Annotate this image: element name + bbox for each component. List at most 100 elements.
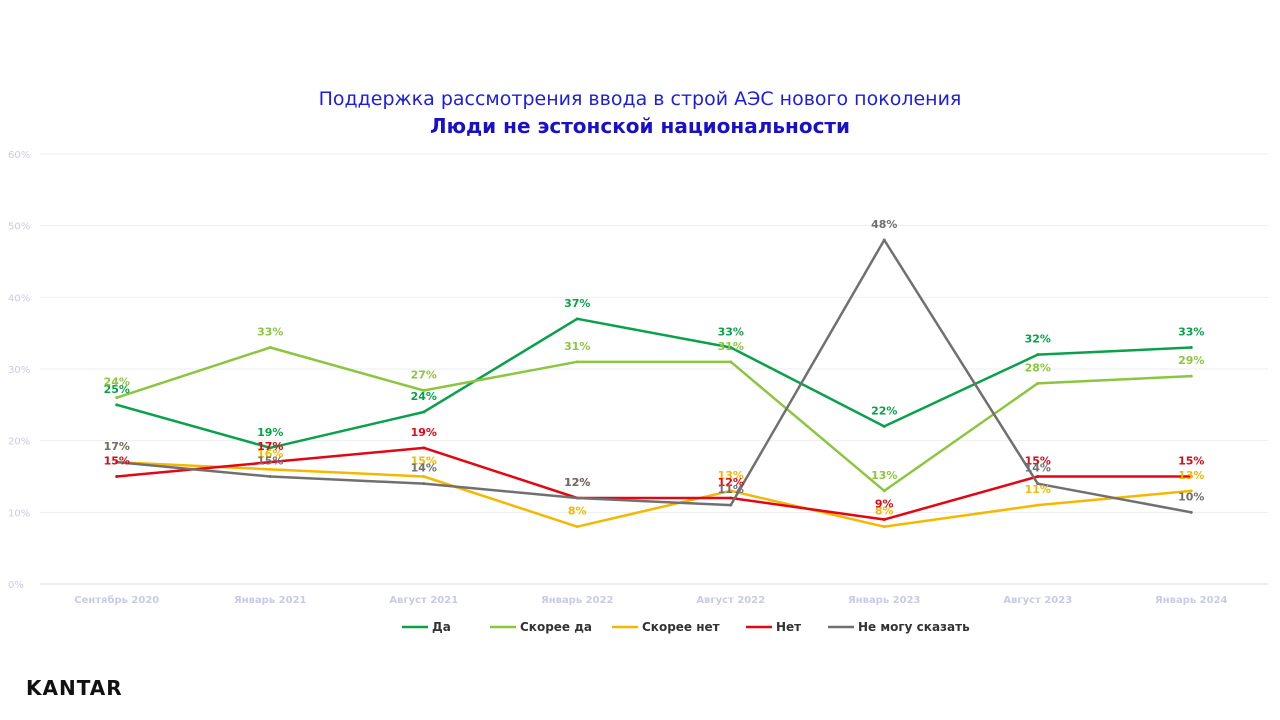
data-point [422, 389, 426, 392]
data-label: 37% [564, 297, 590, 310]
data-point [729, 346, 733, 349]
chart-subtitle: Люди не эстонской национальности [429, 114, 851, 138]
x-tick-label: Август 2021 [389, 595, 458, 606]
data-label: 13% [718, 469, 744, 482]
data-label: 31% [718, 340, 744, 353]
series-line [115, 346, 1193, 493]
data-label: 29% [1178, 354, 1204, 367]
data-label: 14% [1025, 462, 1051, 475]
data-label: 16% [257, 447, 283, 460]
data-point [729, 496, 733, 500]
data-label: 15% [411, 455, 437, 468]
data-point [575, 360, 579, 364]
y-tick-label: 0% [8, 580, 24, 591]
data-label: 31% [564, 340, 590, 353]
data-point [1036, 381, 1040, 385]
data-point [268, 467, 272, 471]
legend-label: Скорее нет [642, 620, 720, 634]
data-label: 17% [104, 440, 130, 453]
data-point [422, 475, 426, 478]
data-point [1189, 346, 1193, 349]
legend-label: Не могу сказать [858, 620, 970, 634]
data-point [729, 360, 733, 364]
data-label: 24% [104, 376, 130, 389]
data-point [1189, 374, 1193, 378]
data-label: 19% [257, 426, 283, 439]
data-point [882, 489, 886, 493]
data-point [729, 503, 733, 507]
data-label: 9% [875, 498, 894, 511]
data-label: 33% [1178, 326, 1204, 339]
data-label: 12% [564, 476, 590, 489]
data-label: 32% [1025, 333, 1051, 346]
data-label: 17% [104, 440, 130, 453]
data-point [268, 346, 272, 349]
data-label: 11% [1025, 483, 1051, 496]
y-tick-label: 30% [8, 365, 30, 376]
x-tick-label: Январь 2024 [1155, 595, 1228, 606]
y-tick-label: 60% [8, 150, 30, 161]
data-label: 13% [1178, 469, 1204, 482]
data-point [268, 475, 272, 478]
data-point [1189, 510, 1193, 514]
data-label: 17% [257, 440, 283, 453]
data-label: 27% [411, 369, 437, 382]
data-label: 22% [871, 404, 897, 417]
data-point [1189, 475, 1193, 478]
y-tick-label: 20% [8, 437, 30, 448]
series-line [115, 446, 1193, 521]
data-label: 15% [1025, 455, 1051, 468]
data-point [1036, 503, 1040, 507]
data-label: 33% [718, 326, 744, 339]
x-tick-label: Январь 2023 [848, 595, 921, 606]
series-line [115, 317, 1193, 450]
data-point [115, 460, 119, 464]
series-line [115, 238, 1193, 514]
y-tick-label: 40% [8, 293, 30, 304]
chart-title: Поддержка рассмотрения ввода в строй АЭС… [318, 88, 962, 110]
legend-label: Скорее да [520, 620, 592, 634]
y-tick-label: 10% [8, 508, 30, 519]
data-point [882, 238, 886, 242]
data-point [882, 525, 886, 529]
y-tick-label: 50% [8, 222, 30, 233]
data-point [115, 403, 119, 407]
data-point [729, 489, 733, 493]
data-point [422, 410, 426, 414]
series-line [115, 460, 1193, 528]
data-point [422, 446, 426, 450]
x-tick-label: Август 2023 [1003, 595, 1072, 606]
data-point [115, 396, 119, 400]
data-label: 25% [104, 383, 130, 396]
legend-label: Да [432, 620, 451, 634]
legend-label: Нет [776, 620, 801, 634]
data-point [882, 424, 886, 428]
data-point [1189, 489, 1193, 493]
data-label: 14% [411, 462, 437, 475]
data-label: 33% [257, 326, 283, 339]
data-point [575, 317, 579, 321]
data-label: 15% [257, 455, 283, 468]
data-point [268, 460, 272, 464]
x-tick-label: Январь 2021 [234, 595, 307, 606]
data-label: 13% [871, 469, 897, 482]
kantar-logo: KANTAR [26, 676, 123, 700]
data-label: 24% [411, 390, 437, 403]
data-label: 19% [411, 426, 437, 439]
x-tick-label: Сентябрь 2020 [74, 594, 159, 606]
data-point [882, 518, 886, 521]
data-label: 12% [564, 476, 590, 489]
data-point [575, 525, 579, 529]
data-label: 48% [871, 218, 897, 231]
data-point [268, 446, 272, 450]
data-label: 11% [718, 483, 744, 496]
data-label: 15% [104, 455, 130, 468]
data-label: 10% [1178, 490, 1204, 503]
x-tick-label: Август 2022 [696, 595, 765, 606]
data-point [1036, 482, 1040, 486]
data-point [115, 475, 119, 478]
data-label: 15% [1178, 455, 1204, 468]
data-label: 8% [568, 505, 587, 518]
data-label: 28% [1025, 361, 1051, 374]
